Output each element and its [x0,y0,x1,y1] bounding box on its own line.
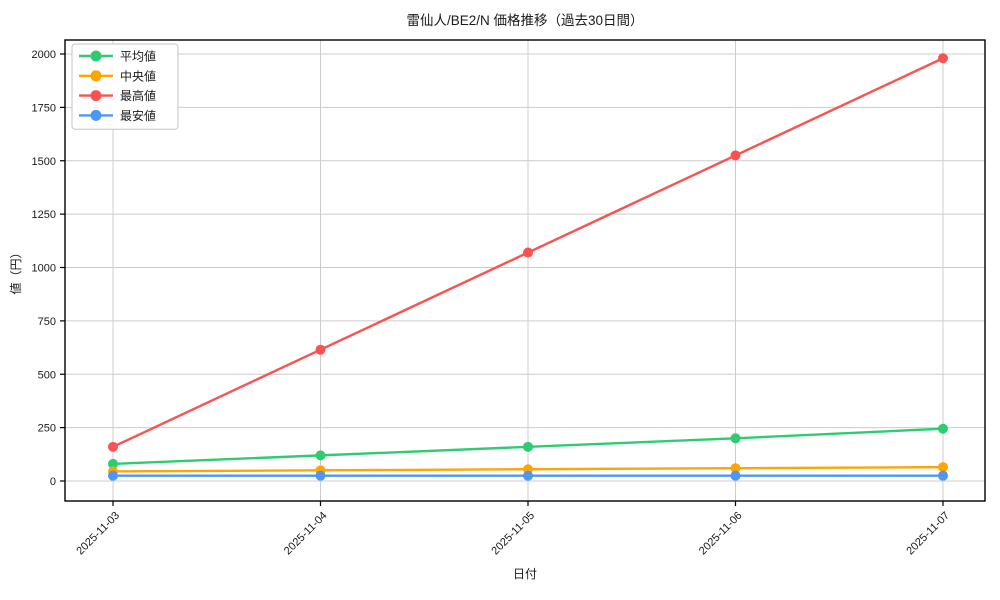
chart-title-text: 雷仙人/BE2/N 価格推移（過去30日間） [406,13,643,28]
gridlines [65,40,985,501]
x-axis-label-text: 日付 [513,567,537,581]
legend-marker [90,109,102,121]
y-tick-label: 1250 [32,209,56,221]
data-point [523,470,533,481]
x-tick-label: 2025-11-06 [697,510,745,558]
data-point [523,441,533,452]
y-axis-label: 値（円） [8,246,23,294]
data-point [108,458,118,469]
data-point [938,423,948,434]
legend-item: 平均値 [79,49,156,64]
legend-item: 最高値 [79,88,156,103]
y-tick-label: 1500 [32,156,56,168]
x-tick-label: 2025-11-04 [282,510,330,558]
y-axis-label-text: 値（円） [8,246,23,294]
x-axis: 2025-11-03 2025-11-04 2025-11-05 2025-11-06… [74,501,952,557]
legend-label: 中央値 [120,68,156,83]
data-point [523,247,533,258]
y-tick-label: 1750 [32,102,56,114]
data-point [315,344,326,355]
x-axis-label: 日付 [513,567,537,581]
y-tick-label: 1000 [32,263,56,275]
chart-title: 雷仙人/BE2/N 価格推移（過去30日間） [406,13,643,28]
y-tick-label: 2000 [32,49,56,61]
plot-box [64,39,986,502]
data-point [938,470,948,481]
data-point [938,53,948,64]
x-tick-label: 2025-11-07 [904,510,952,558]
legend-label: 最高値 [120,88,156,103]
data-point [730,470,741,481]
y-tick-label: 250 [38,423,56,435]
data-point [730,150,741,161]
y-tick-label: 0 [50,476,56,488]
y-axis: 0 250 500 750 1000 1250 1500 1750 2000 [32,49,65,488]
series-3 [108,470,948,481]
data-point [108,441,118,452]
legend-marker [90,90,102,102]
legend-label: 最安値 [120,108,156,123]
legend-box [71,43,179,130]
data-point [315,450,326,461]
series-0 [108,423,948,469]
y-tick-label: 750 [38,316,56,328]
data-point [938,462,948,473]
legend-marker [90,50,102,62]
data-point [730,463,741,474]
legend-item: 中央値 [79,68,156,83]
series-2 [108,53,948,452]
data-point [730,433,741,444]
y-tick-label: 500 [38,369,56,381]
legend-item: 最安値 [79,108,156,123]
legend-marker [90,70,102,82]
data-point [108,470,118,481]
legend-label: 平均値 [120,49,156,64]
x-tick-label: 2025-11-03 [74,510,122,558]
data-point [315,470,326,481]
x-tick-label: 2025-11-05 [489,510,537,558]
